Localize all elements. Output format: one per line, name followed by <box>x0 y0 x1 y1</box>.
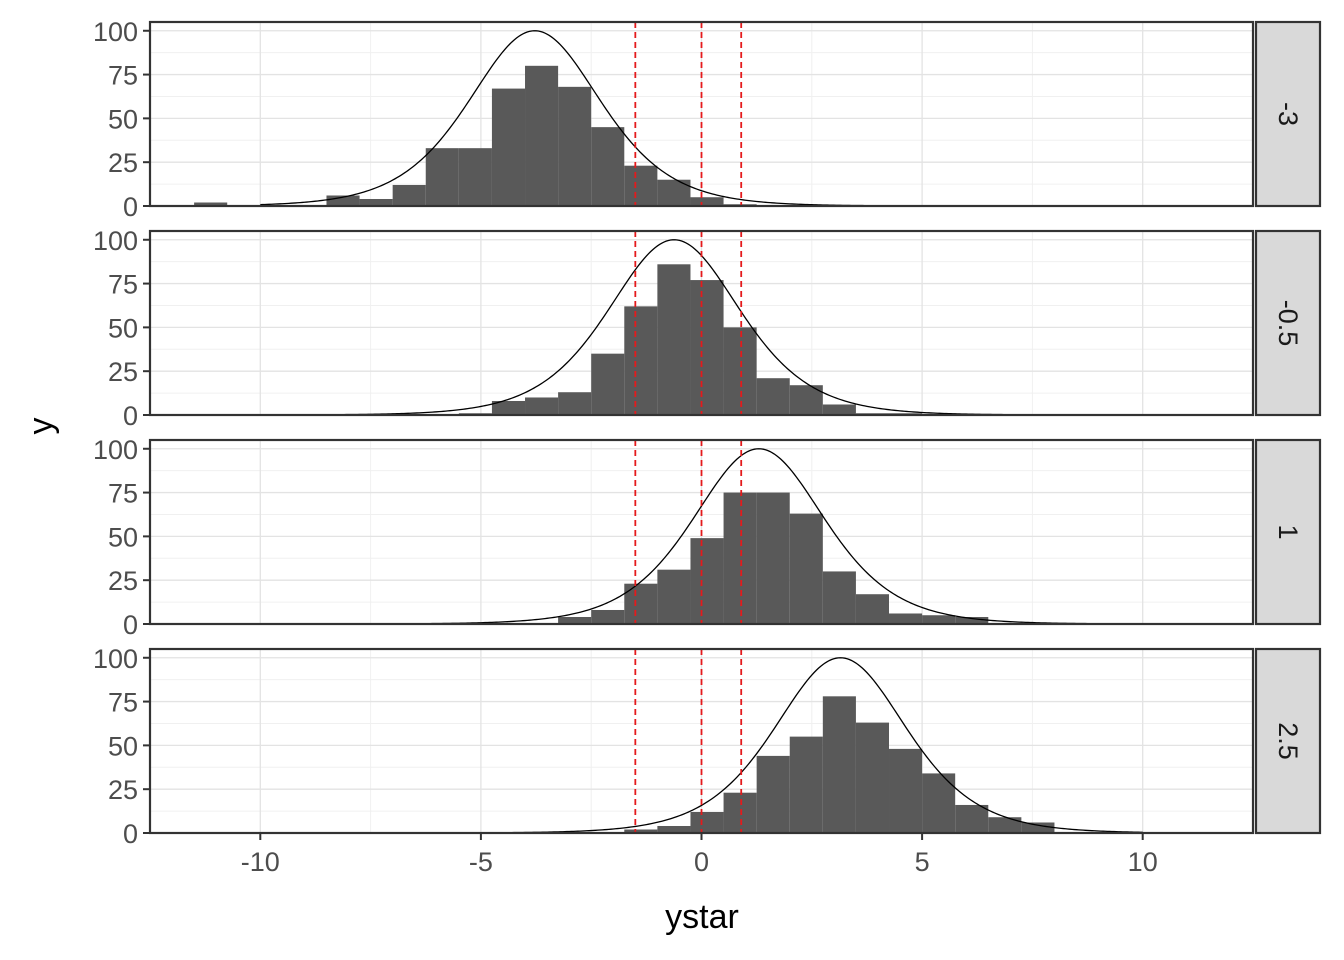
facet-strip-label: 2.5 <box>1273 722 1303 760</box>
histogram-bar <box>491 88 526 206</box>
histogram-bar <box>756 492 790 624</box>
histogram-bar <box>756 755 790 833</box>
y-tick-label: 25 <box>108 148 138 178</box>
histogram-bar <box>955 616 989 624</box>
histogram-bar <box>624 306 658 415</box>
facet-strip <box>1254 647 1322 835</box>
y-tick-label: 0 <box>123 819 138 849</box>
histogram-bar <box>855 594 890 624</box>
panel-0: 0 25 50 75 100 -3 <box>93 17 1322 222</box>
histogram-bar <box>194 202 228 206</box>
histogram-bar <box>624 829 658 833</box>
histogram-bar <box>591 609 625 624</box>
y-tick-label: 75 <box>108 688 138 718</box>
histogram-bar <box>525 397 559 415</box>
y-tick-label: 100 <box>93 226 138 256</box>
y-tick-label: 75 <box>108 479 138 509</box>
y-tick-label: 100 <box>93 644 138 674</box>
histogram-bar <box>723 792 757 833</box>
x-tick-label: 5 <box>915 847 930 877</box>
histogram-bar <box>922 773 956 833</box>
histogram-bar <box>558 616 592 624</box>
histogram-bar <box>359 198 393 206</box>
y-tick-label: 50 <box>108 522 138 552</box>
histogram-bar <box>889 748 923 833</box>
histogram-bar <box>855 722 890 833</box>
y-tick-label: 25 <box>108 775 138 805</box>
histogram-bar <box>558 392 592 415</box>
panels-layer: 0 25 50 75 100 -3 0 25 50 75 100 -0.5 0 25 50 75 100 1 0 25… <box>93 17 1322 849</box>
y-axis-title: y <box>22 418 60 435</box>
facet-strip <box>1254 20 1322 208</box>
facet-strip-label: -3 <box>1273 102 1303 126</box>
histogram-bar <box>822 696 856 833</box>
panel-3: 0 25 50 75 100 2.5 <box>93 644 1322 849</box>
histogram-bar <box>756 378 790 415</box>
histogram-bar <box>657 825 691 833</box>
histogram-bar <box>491 400 526 415</box>
histogram-bar <box>988 817 1022 833</box>
histogram-bar <box>690 538 724 624</box>
histogram-bar <box>690 811 724 833</box>
histogram-bar <box>624 165 658 206</box>
y-tick-label: 50 <box>108 313 138 343</box>
histogram-bar <box>558 86 592 206</box>
histogram-bar <box>326 195 360 206</box>
histogram-bar <box>425 148 459 206</box>
y-tick-label: 25 <box>108 357 138 387</box>
facet-strip <box>1254 229 1322 417</box>
x-tick-label: 10 <box>1128 847 1158 877</box>
histogram-bar <box>955 804 989 833</box>
histogram-bar <box>591 127 625 206</box>
histogram-bar <box>723 492 757 624</box>
histogram-bar <box>1021 822 1055 833</box>
x-tick-label: -10 <box>241 847 280 877</box>
histogram-bar <box>690 280 724 415</box>
y-tick-label: 25 <box>108 566 138 596</box>
y-tick-label: 100 <box>93 435 138 465</box>
histogram-bar <box>392 184 426 206</box>
x-axis-title: ystar <box>665 898 739 936</box>
panel-border <box>148 438 1255 626</box>
histogram-bar <box>822 404 856 415</box>
y-tick-label: 50 <box>108 731 138 761</box>
x-tick-label: -5 <box>469 847 493 877</box>
facet-strip-label: -0.5 <box>1273 300 1303 347</box>
histogram-bar <box>822 571 856 624</box>
histogram-bar <box>789 736 823 833</box>
panel-border <box>148 20 1255 208</box>
y-tick-label: 0 <box>123 610 138 640</box>
y-tick-label: 75 <box>108 270 138 300</box>
panel-border <box>148 229 1255 417</box>
panel-1: 0 25 50 75 100 -0.5 <box>93 226 1322 431</box>
histogram-bar <box>657 569 691 624</box>
panel-2: 0 25 50 75 100 1 <box>93 435 1322 640</box>
histogram-bar <box>922 615 956 624</box>
histogram-bar <box>591 353 625 415</box>
histogram-bar <box>690 197 724 206</box>
y-tick-label: 50 <box>108 104 138 134</box>
y-tick-label: 100 <box>93 17 138 47</box>
histogram-bar <box>789 513 823 624</box>
y-tick-label: 0 <box>123 192 138 222</box>
histogram-bar <box>525 65 559 206</box>
histogram-bar <box>458 148 492 206</box>
y-tick-label: 0 <box>123 401 138 431</box>
x-tick-label: 0 <box>694 847 709 877</box>
histogram-bar <box>657 179 691 206</box>
facet-strip-label: 1 <box>1273 524 1303 539</box>
y-tick-label: 75 <box>108 61 138 91</box>
histogram-bar <box>657 264 691 415</box>
histogram-bar <box>889 613 923 624</box>
x-axis: -10 -5 0 5 10 <box>241 833 1158 877</box>
histogram-bar <box>723 327 757 415</box>
facet-strip <box>1254 438 1322 626</box>
